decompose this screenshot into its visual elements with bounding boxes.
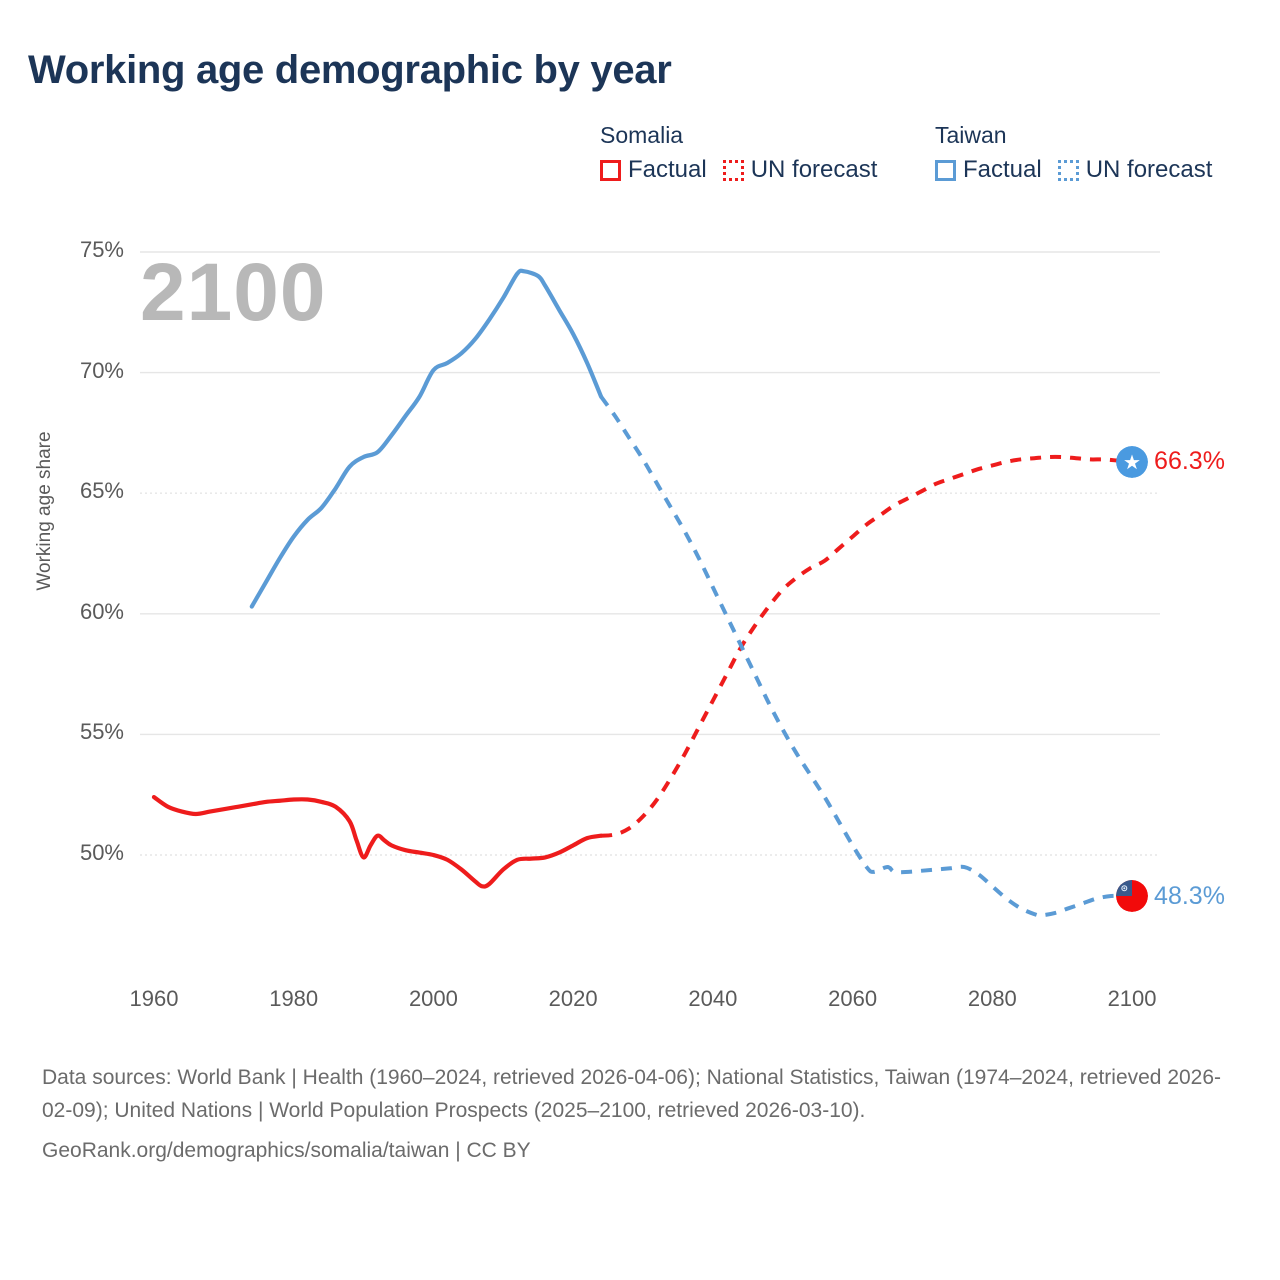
legend-swatch-dotted-icon [722, 159, 744, 181]
x-axis-tick-label: 2100 [1107, 986, 1157, 1011]
legend-group-taiwan: Taiwan Factual UN forecast [935, 122, 1212, 184]
legend-item-taiwan-forecast[interactable]: UN forecast [1057, 156, 1213, 184]
x-axis-tick-label: 1960 [129, 986, 179, 1011]
y-axis-tick-label: 75% [79, 237, 124, 262]
taiwan-flag-icon [1116, 880, 1149, 912]
y-axis-tick-label: 60% [79, 598, 124, 624]
legend-swatch-solid-icon [600, 159, 621, 181]
legend-item-label: UN forecast [1085, 156, 1213, 183]
footer: Data sources: World Bank | Health (1960–… [42, 1062, 1242, 1168]
endpoint-marker-taiwan[interactable]: 48.3% [1116, 880, 1225, 912]
endpoint-marker-somalia[interactable]: 66.3% [1116, 445, 1225, 478]
y-axis-tick-label: 65% [79, 478, 124, 504]
legend-group-somalia: Somalia Factual UN forecast [600, 122, 877, 184]
x-axis-tick-label: 2040 [688, 986, 738, 1011]
endpoint-value-taiwan: 48.3% [1154, 881, 1225, 910]
legend-item-label: UN forecast [750, 156, 878, 183]
x-axis-tick-label: 1980 [269, 986, 319, 1011]
chart-legend: Somalia Factual UN forecast Taiwan Factu… [600, 122, 1260, 202]
series-line [599, 395, 1133, 918]
series-line [151, 795, 604, 889]
somalia-flag-icon [1116, 445, 1149, 478]
y-axis-tick-label: 70% [79, 357, 124, 383]
legend-swatch-solid-icon [935, 159, 956, 181]
footer-attribution[interactable]: GeoRank.org/demographics/somalia/taiwan … [42, 1139, 531, 1163]
series-line [600, 454, 1133, 838]
legend-country-label: Somalia [600, 122, 684, 148]
x-axis-tick-label: 2020 [548, 986, 598, 1011]
legend-country-label: Taiwan [935, 122, 1007, 148]
legend-item-label: Factual [963, 156, 1042, 183]
endpoint-value-somalia: 66.3% [1154, 447, 1225, 476]
page-title: Working age demographic by year [28, 48, 672, 92]
chart-canvas [140, 251, 1160, 918]
plot-area: Working age share 2100 50% 55% 60% 65% 70% 75… [34, 237, 1225, 1011]
legend-item-somalia-forecast[interactable]: UN forecast [722, 156, 878, 184]
x-axis-tick-label: 2060 [828, 986, 878, 1011]
x-axis-tick-label: 2080 [967, 986, 1017, 1011]
legend-item-taiwan-factual[interactable]: Factual [935, 156, 1042, 184]
legend-swatch-dotted-icon [1057, 159, 1079, 181]
legend-item-somalia-factual[interactable]: Factual [600, 156, 707, 184]
legend-item-label: Factual [628, 156, 707, 183]
x-axis-tick-label: 2000 [408, 986, 458, 1011]
watermark-year: 2100 [140, 247, 327, 338]
footer-sources: Data sources: World Bank | Health (1960–… [42, 1066, 1222, 1122]
y-axis-tick-label: 50% [79, 840, 124, 865]
series-line [249, 268, 604, 609]
y-axis-tick-label: 55% [79, 719, 124, 745]
